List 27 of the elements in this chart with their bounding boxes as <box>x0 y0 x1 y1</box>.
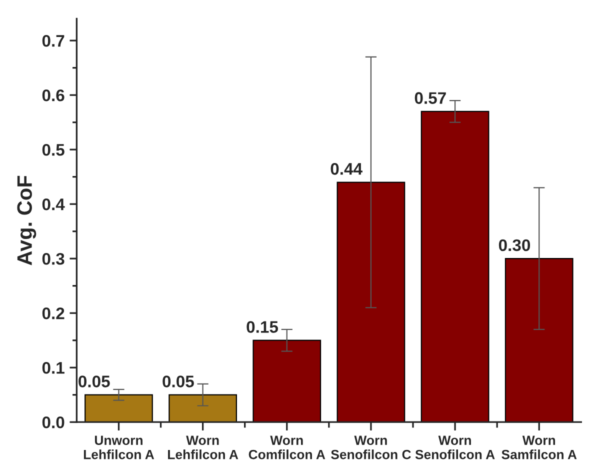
y-tick-label: 0.1 <box>42 362 64 374</box>
y-tick-label: 0.2 <box>42 307 64 320</box>
data-label: 0.44 <box>330 163 362 175</box>
y-axis-title: Avg. CoF <box>17 176 36 266</box>
bar <box>420 110 490 422</box>
data-label: 0.57 <box>414 92 446 104</box>
y-tick-label: 0.4 <box>42 198 65 210</box>
x-tick-label: Worn Senofilcon C <box>331 436 411 460</box>
x-tick-label: Unworn Lehfilcon A <box>84 436 154 460</box>
x-tick-label: Worn Senofilcon A <box>415 436 495 460</box>
data-label: 0.05 <box>162 376 194 388</box>
bar <box>504 258 574 422</box>
bar <box>336 182 406 422</box>
data-label: 0.30 <box>498 239 530 252</box>
bar <box>252 340 322 422</box>
text: 0.0 <box>42 416 64 428</box>
x-tick-label: Worn Comfilcon A <box>248 436 326 460</box>
data-label: 0.05 <box>78 376 110 388</box>
x-tick-label: Worn Samfilcon A <box>502 436 577 460</box>
y-tick-label: 0.6 <box>42 89 64 102</box>
y-tick-label: 0.3 <box>42 252 64 265</box>
bar <box>84 394 153 422</box>
x-tick-label: Worn Lehfilcon A <box>168 436 238 460</box>
y-tick-label: 0.7 <box>42 34 64 47</box>
bar <box>168 394 237 422</box>
y-tick-label: 0.5 <box>42 144 64 156</box>
data-label: 0.15 <box>246 321 278 333</box>
